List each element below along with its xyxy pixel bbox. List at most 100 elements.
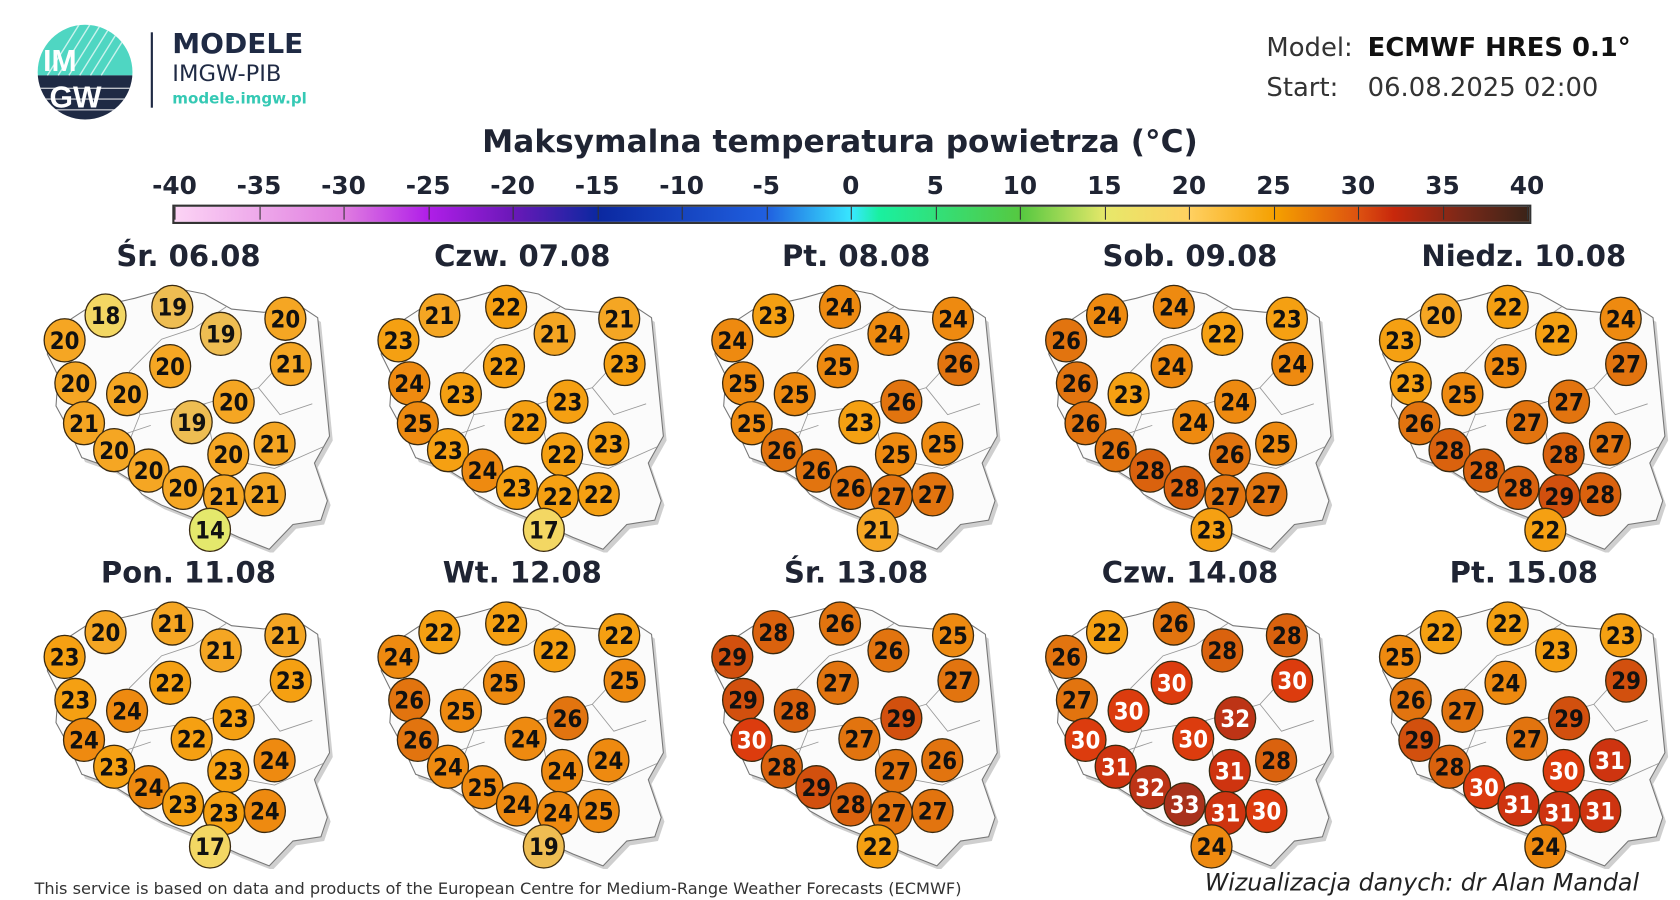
station-circle <box>1190 507 1233 553</box>
station-value: 21 <box>260 430 290 458</box>
station-value-marker: 26 <box>1055 361 1099 406</box>
station-circle <box>418 609 461 655</box>
station-circle <box>212 379 255 424</box>
station-circle <box>816 660 859 705</box>
station-value: 30 <box>1178 725 1208 753</box>
imgw-logo: IM GW <box>37 24 133 120</box>
brand-url[interactable]: modele.imgw.pl <box>172 90 307 108</box>
station-value-marker: 26 <box>546 696 589 741</box>
station-value: 24 <box>1157 353 1187 381</box>
station-value-marker: 30 <box>1271 658 1314 703</box>
station-value-marker: 22 <box>1419 609 1462 655</box>
station-value: 27 <box>918 798 948 826</box>
station-value: 27 <box>1062 687 1092 715</box>
station-value-marker: 25 <box>1441 371 1484 417</box>
station-value-marker: 22 <box>1201 311 1244 357</box>
station-value-marker: 22 <box>149 660 192 705</box>
station-value-marker: 23 <box>1107 371 1150 417</box>
station-value-marker: 23 <box>93 744 136 789</box>
station-value: 31 <box>1504 791 1534 819</box>
start-label: Start: <box>1266 72 1339 103</box>
colorbar-tick-label: -30 <box>321 172 366 201</box>
station-value-marker: 22 <box>504 399 547 445</box>
station-value: 26 <box>825 610 855 638</box>
station-circle <box>760 744 803 789</box>
station-value: 24 <box>938 305 968 333</box>
station-value: 26 <box>1396 687 1426 715</box>
station-value: 26 <box>1051 327 1081 355</box>
colorbar-tick-label: 10 <box>1002 172 1038 201</box>
station-circle <box>816 343 859 389</box>
station-circle <box>1419 293 1462 338</box>
station-value: 24 <box>112 697 142 725</box>
station-value: 27 <box>918 481 948 509</box>
station-value: 25 <box>1385 644 1415 672</box>
station-value: 28 <box>1170 474 1200 502</box>
station-circle <box>1129 765 1172 810</box>
station-circle <box>1462 448 1506 493</box>
station-value: 22 <box>584 481 614 509</box>
station-circle <box>1107 688 1150 733</box>
station-value-marker: 24 <box>1524 824 1567 869</box>
station-value-marker: 22 <box>536 474 579 519</box>
station-value: 22 <box>511 409 541 437</box>
station-value-marker: 20 <box>149 343 192 389</box>
station-value-marker: 31 <box>1208 748 1251 794</box>
colorbar-tick-mark <box>343 206 345 220</box>
station-value-marker: 27 <box>816 660 859 705</box>
station-value: 28 <box>1469 457 1499 485</box>
chart-title: Maksymalna temperatura powietrza (°C) <box>482 122 1198 160</box>
station-value-marker: 29 <box>711 634 754 680</box>
station-value: 28 <box>1549 441 1579 469</box>
station-value: 21 <box>250 481 280 509</box>
station-value: 28 <box>1435 753 1465 781</box>
station-value-marker: 20 <box>93 427 136 473</box>
station-value: 20 <box>271 305 301 333</box>
station-value: 28 <box>836 791 866 819</box>
station-value-marker: 23 <box>202 790 246 836</box>
station-value: 25 <box>1491 353 1521 381</box>
station-value-marker: 30 <box>1542 748 1585 794</box>
station-value-marker: 22 <box>485 601 528 646</box>
station-circle <box>603 658 646 703</box>
station-value: 19 <box>157 294 187 322</box>
station-circle <box>856 507 899 553</box>
colorbar-tick-label: 25 <box>1256 172 1291 201</box>
region-border <box>1259 704 1314 732</box>
station-value-marker: 22 <box>533 628 576 673</box>
station-circle <box>105 371 149 417</box>
station-value-marker: 26 <box>760 427 803 473</box>
station-value: 23 <box>1114 381 1144 409</box>
station-circle <box>752 293 795 338</box>
station-circle <box>188 824 232 869</box>
station-value: 24 <box>1178 409 1208 437</box>
station-value-marker: 26 <box>795 448 838 493</box>
station-value: 23 <box>758 302 788 330</box>
station-value-marker: 19 <box>522 824 565 869</box>
station-value-marker: 28 <box>829 782 872 827</box>
station-value: 28 <box>1504 474 1534 502</box>
station-value-marker: 27 <box>911 472 954 517</box>
station-circle <box>587 738 630 783</box>
station-value-marker: 23 <box>752 293 795 338</box>
station-circle <box>1535 311 1578 357</box>
station-value: 21 <box>69 410 99 438</box>
station-value-marker: 22 <box>598 613 641 658</box>
station-value: 23 <box>219 705 249 733</box>
station-value-marker: 21 <box>202 474 246 519</box>
station-value: 20 <box>134 457 164 485</box>
station-value: 22 <box>540 637 570 665</box>
station-circle <box>1265 613 1309 658</box>
station-value: 20 <box>219 388 249 416</box>
station-value-marker: 19 <box>151 284 194 330</box>
station-value: 21 <box>604 305 634 333</box>
station-circle <box>1524 507 1567 553</box>
station-circle <box>1245 788 1288 834</box>
station-value-marker: 20 <box>127 448 170 493</box>
colorbar-tick-mark <box>258 206 261 220</box>
colorbar-tick-mark <box>681 206 683 220</box>
